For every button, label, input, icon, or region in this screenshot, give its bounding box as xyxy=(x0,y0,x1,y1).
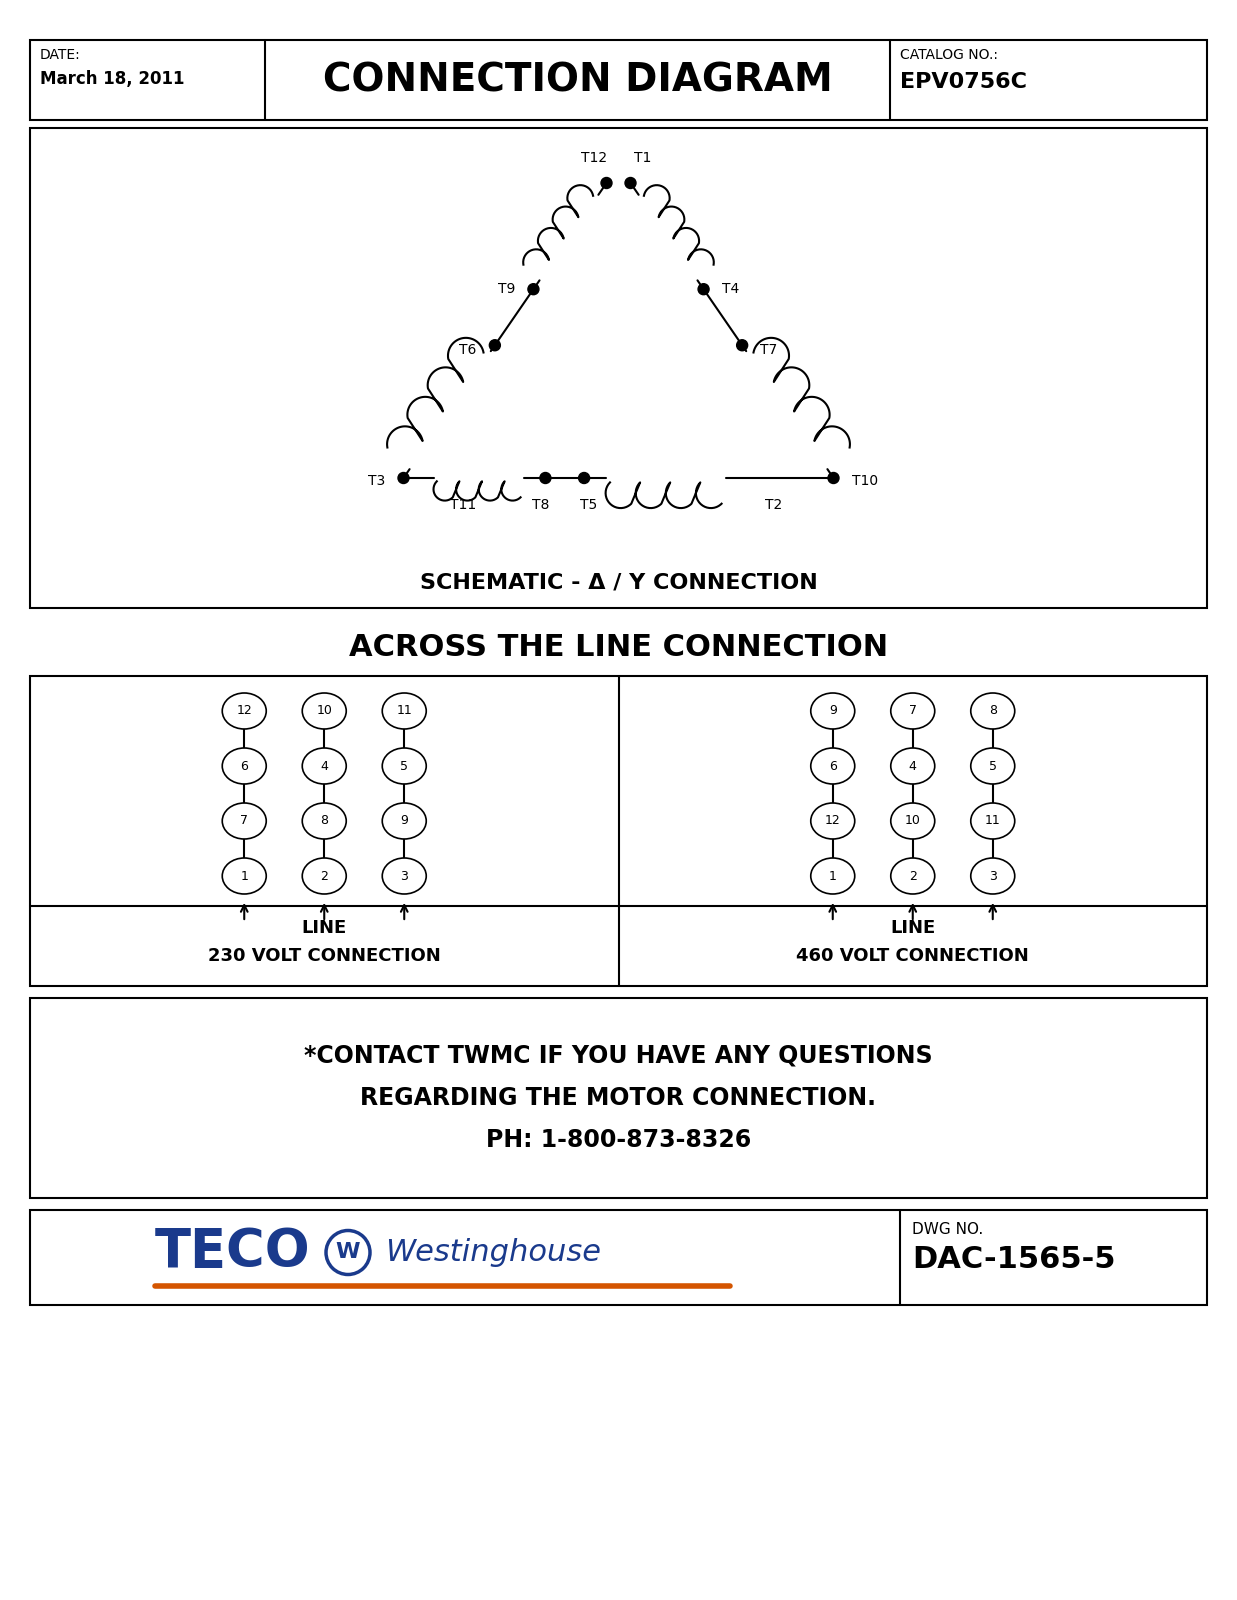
Text: T2: T2 xyxy=(764,498,782,512)
Text: T9: T9 xyxy=(499,282,516,296)
Text: 3: 3 xyxy=(988,869,997,883)
Ellipse shape xyxy=(302,858,346,894)
Text: 11: 11 xyxy=(985,814,1001,827)
Text: 460 VOLT CONNECTION: 460 VOLT CONNECTION xyxy=(797,947,1029,965)
Ellipse shape xyxy=(302,693,346,730)
Text: 5: 5 xyxy=(988,760,997,773)
Text: T7: T7 xyxy=(761,344,777,357)
Ellipse shape xyxy=(302,749,346,784)
Ellipse shape xyxy=(382,749,427,784)
Circle shape xyxy=(698,283,709,294)
Ellipse shape xyxy=(810,693,855,730)
Ellipse shape xyxy=(810,749,855,784)
Text: 2: 2 xyxy=(320,869,328,883)
Text: T3: T3 xyxy=(369,474,386,488)
Ellipse shape xyxy=(971,858,1014,894)
Text: ACROSS THE LINE CONNECTION: ACROSS THE LINE CONNECTION xyxy=(349,634,888,662)
Text: T6: T6 xyxy=(459,344,476,357)
Text: DWG NO.: DWG NO. xyxy=(912,1222,983,1237)
Text: 2: 2 xyxy=(909,869,917,883)
Text: 6: 6 xyxy=(829,760,836,773)
Text: T8: T8 xyxy=(532,498,549,512)
Text: 8: 8 xyxy=(988,704,997,717)
Text: PH: 1-800-873-8326: PH: 1-800-873-8326 xyxy=(486,1128,751,1152)
Ellipse shape xyxy=(971,749,1014,784)
Text: 3: 3 xyxy=(401,869,408,883)
Text: T4: T4 xyxy=(721,282,738,296)
Circle shape xyxy=(828,472,839,483)
Text: REGARDING THE MOTOR CONNECTION.: REGARDING THE MOTOR CONNECTION. xyxy=(360,1086,877,1110)
Circle shape xyxy=(490,339,500,350)
Text: 6: 6 xyxy=(240,760,249,773)
Text: 230 VOLT CONNECTION: 230 VOLT CONNECTION xyxy=(208,947,440,965)
Ellipse shape xyxy=(382,803,427,838)
Text: 5: 5 xyxy=(401,760,408,773)
Ellipse shape xyxy=(891,693,935,730)
Text: 1: 1 xyxy=(829,869,836,883)
Text: TECO: TECO xyxy=(155,1227,310,1278)
Ellipse shape xyxy=(382,858,427,894)
Ellipse shape xyxy=(971,803,1014,838)
Text: EPV0756C: EPV0756C xyxy=(901,72,1027,91)
Text: CONNECTION DIAGRAM: CONNECTION DIAGRAM xyxy=(323,61,833,99)
Text: LINE: LINE xyxy=(302,918,346,938)
Text: 7: 7 xyxy=(909,704,917,717)
Circle shape xyxy=(579,472,590,483)
Text: T10: T10 xyxy=(851,474,877,488)
Text: 9: 9 xyxy=(829,704,836,717)
Ellipse shape xyxy=(810,803,855,838)
Circle shape xyxy=(737,339,747,350)
Text: T1: T1 xyxy=(633,150,651,165)
Ellipse shape xyxy=(223,858,266,894)
Text: 9: 9 xyxy=(401,814,408,827)
Ellipse shape xyxy=(810,858,855,894)
Text: DAC-1565-5: DAC-1565-5 xyxy=(912,1245,1116,1274)
Circle shape xyxy=(327,1230,370,1275)
Text: T11: T11 xyxy=(450,498,476,512)
Text: SCHEMATIC - Δ / Y CONNECTION: SCHEMATIC - Δ / Y CONNECTION xyxy=(419,573,818,594)
Text: 10: 10 xyxy=(904,814,920,827)
Circle shape xyxy=(539,472,550,483)
Ellipse shape xyxy=(891,858,935,894)
Ellipse shape xyxy=(223,749,266,784)
Circle shape xyxy=(528,283,539,294)
Bar xyxy=(30,675,1207,986)
Circle shape xyxy=(398,472,409,483)
Text: 12: 12 xyxy=(236,704,252,717)
Circle shape xyxy=(601,178,612,189)
Text: T5: T5 xyxy=(580,498,597,512)
Circle shape xyxy=(625,178,636,189)
Ellipse shape xyxy=(891,803,935,838)
Text: 10: 10 xyxy=(317,704,333,717)
Text: DATE:: DATE: xyxy=(40,48,80,62)
Bar xyxy=(30,40,1207,120)
Text: T12: T12 xyxy=(581,150,607,165)
Ellipse shape xyxy=(382,693,427,730)
Text: 8: 8 xyxy=(320,814,328,827)
Text: LINE: LINE xyxy=(891,918,935,938)
Text: 4: 4 xyxy=(320,760,328,773)
Text: CATALOG NO.:: CATALOG NO.: xyxy=(901,48,998,62)
Text: Westinghouse: Westinghouse xyxy=(385,1238,601,1267)
Text: 7: 7 xyxy=(240,814,249,827)
Text: 11: 11 xyxy=(396,704,412,717)
Bar xyxy=(30,1210,1207,1306)
Text: *CONTACT TWMC IF YOU HAVE ANY QUESTIONS: *CONTACT TWMC IF YOU HAVE ANY QUESTIONS xyxy=(304,1043,933,1069)
Ellipse shape xyxy=(302,803,346,838)
Text: 1: 1 xyxy=(240,869,249,883)
Bar xyxy=(30,128,1207,608)
Text: W: W xyxy=(335,1243,360,1262)
Ellipse shape xyxy=(971,693,1014,730)
Ellipse shape xyxy=(223,803,266,838)
Ellipse shape xyxy=(223,693,266,730)
Text: March 18, 2011: March 18, 2011 xyxy=(40,70,184,88)
Text: 4: 4 xyxy=(909,760,917,773)
Bar xyxy=(30,998,1207,1198)
Text: 12: 12 xyxy=(825,814,841,827)
Ellipse shape xyxy=(891,749,935,784)
